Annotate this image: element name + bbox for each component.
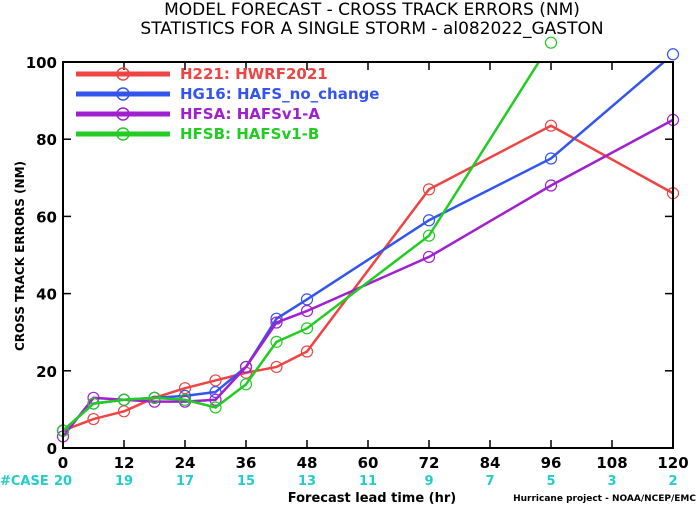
case-count-value: 3 <box>607 474 616 489</box>
case-count-value: 19 <box>115 474 133 489</box>
y-tick-label: 20 <box>36 363 57 381</box>
legend-swatch-marker <box>116 87 130 101</box>
case-count-value: 7 <box>485 474 494 489</box>
x-tick-label: 84 <box>480 454 501 472</box>
case-count-value: 15 <box>237 474 255 489</box>
data-point <box>239 378 253 391</box>
x-tick-label: 36 <box>236 454 257 472</box>
x-axis-label: Forecast lead time (hr) <box>288 491 456 506</box>
x-tick-label: 72 <box>419 454 440 472</box>
data-point <box>300 322 314 335</box>
legend-entry: HFSA: HAFSv1-A <box>180 105 320 123</box>
data-point <box>148 391 161 404</box>
series-line <box>63 124 673 432</box>
case-count-value: 2 <box>668 474 677 489</box>
legend-swatch-marker <box>116 67 130 81</box>
data-point <box>239 360 253 374</box>
plot-area: 0204060801000201219241736154813601172984… <box>26 36 689 489</box>
case-count-value: 13 <box>298 474 316 489</box>
x-tick-label: 96 <box>541 454 562 472</box>
plot-frame <box>62 61 674 449</box>
x-tick-label: 12 <box>114 454 135 472</box>
x-tick-label: 120 <box>657 454 688 472</box>
data-point <box>544 152 558 165</box>
x-tick-label: 108 <box>596 454 627 472</box>
data-point <box>148 395 161 408</box>
chart-subtitle: STATISTICS FOR A SINGLE STORM - al082022… <box>140 19 603 39</box>
y-tick-label: 40 <box>36 286 57 304</box>
data-point <box>544 119 558 132</box>
case-count-value: 20 <box>54 474 72 489</box>
y-tick-label: 100 <box>26 54 57 72</box>
case-count-value: 9 <box>424 474 433 489</box>
case-count-value: 17 <box>176 474 194 489</box>
data-point <box>209 393 222 406</box>
data-point <box>117 393 131 406</box>
data-point <box>422 183 436 196</box>
data-point <box>87 412 100 426</box>
legend-swatch-marker <box>116 107 130 121</box>
data-point <box>666 48 680 61</box>
data-point <box>422 214 436 227</box>
case-count-value: 11 <box>359 474 377 489</box>
data-point <box>300 345 314 358</box>
data-point <box>178 393 192 406</box>
x-tick-label: 48 <box>297 454 318 472</box>
case-count-value: 5 <box>546 474 555 489</box>
legend-entry: HFSB: HAFSv1-B <box>180 125 319 143</box>
legend-entry: H221: HWRF2021 <box>180 65 328 83</box>
data-point <box>270 360 283 374</box>
legend-swatch-marker <box>116 127 130 141</box>
y-tick-label: 60 <box>36 208 57 226</box>
credit-text: Hurricane project - NOAA/NCEP/EMC <box>513 494 696 504</box>
data-point <box>270 335 283 348</box>
data-point <box>544 179 558 192</box>
series-line <box>63 62 541 432</box>
data-point <box>87 397 100 410</box>
data-point <box>300 304 314 318</box>
x-tick-label: 60 <box>358 454 379 472</box>
data-point <box>270 316 283 329</box>
case-count-label: #CASE <box>0 474 49 489</box>
data-point <box>422 250 436 264</box>
chart-title: MODEL FORECAST - CROSS TRACK ERRORS (NM) <box>164 0 580 20</box>
data-point <box>422 229 436 242</box>
y-tick-label: 80 <box>36 131 57 149</box>
data-point <box>209 401 222 414</box>
y-tick-label: 0 <box>47 440 57 458</box>
series-line <box>63 62 666 432</box>
x-tick-label: 24 <box>175 454 196 472</box>
series-line <box>63 118 673 438</box>
data-point <box>544 36 558 49</box>
x-tick-label: 0 <box>58 454 68 472</box>
legend-entry: HG16: HAFS_no_change <box>180 85 379 103</box>
y-axis-label: CROSS TRACK ERRORS (NM) <box>13 161 27 351</box>
